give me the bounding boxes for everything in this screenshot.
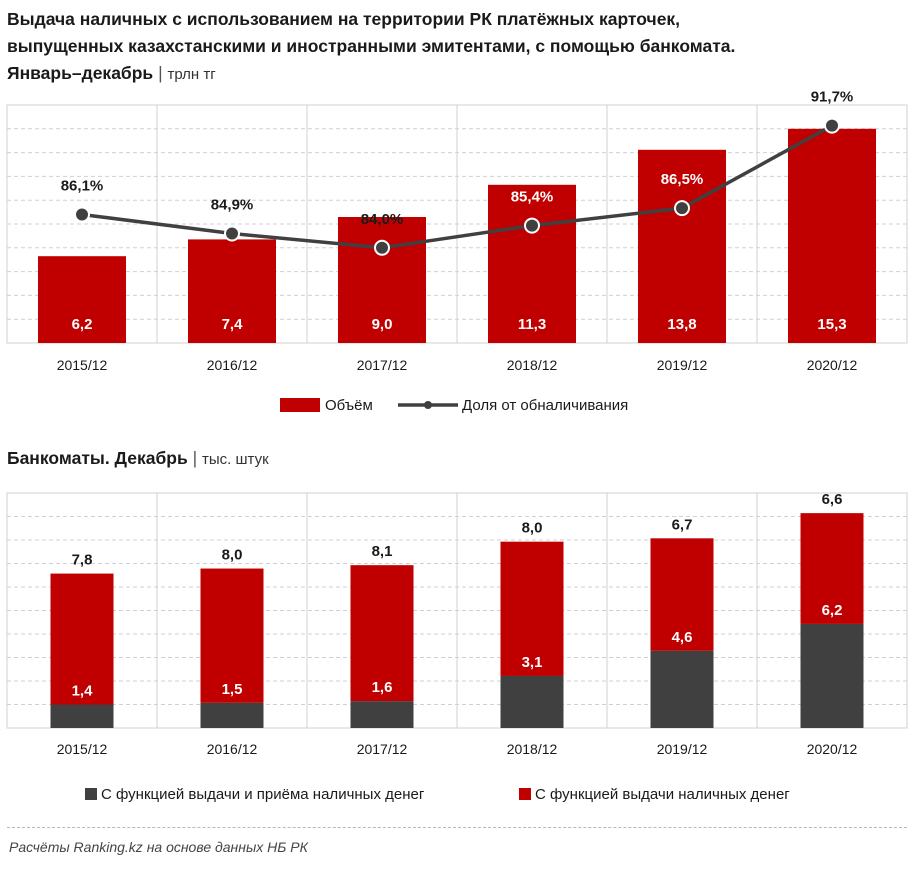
line-point [524,217,540,234]
bar-segment-withdraw [650,538,714,651]
x-tick-label: 2018/12 [507,357,558,373]
bar-volume [788,128,876,343]
legend-label-deposit: С функцией выдачи и приёма наличных дене… [101,786,425,803]
bar-segment-withdraw [800,513,864,624]
legend-label-volume: Объём [325,397,373,414]
line-value-label: 85,4% [511,189,554,206]
bar-value-label: 11,3 [518,316,546,333]
chart-title: Выдача наличных с использованием на терр… [7,6,907,88]
bar-value-label-deposit: 1,4 [72,683,94,700]
bar-value-label-withdraw: 6,7 [672,516,693,533]
x-tick-label: 2017/12 [357,741,408,757]
bar-value-label-deposit: 6,2 [822,602,843,619]
legend-swatch-deposit [85,788,97,800]
x-tick-label: 2017/12 [357,357,408,373]
x-tick-label: 2015/12 [57,741,108,757]
x-tick-label: 2018/12 [507,741,558,757]
bar-value-label: 9,0 [372,316,393,333]
title-period: Январь–декабрь [7,63,154,83]
bar-value-label: 13,8 [667,316,696,333]
bar-value-label-withdraw: 8,1 [372,543,393,560]
title-line-2: выпущенных казахстанскими и иностранными… [7,36,736,56]
bar-segment-deposit [500,675,564,728]
bar-value-label-deposit: 1,6 [372,679,393,696]
bar-segment-withdraw [200,568,264,703]
bar-segment-deposit [350,701,414,728]
legend-marker-share [424,401,432,409]
line-value-label: 86,1% [61,177,104,194]
bar-segment-withdraw [50,573,114,705]
title-separator: | [158,63,163,83]
bar-segment-deposit [50,704,114,728]
legend-swatch-withdraw [519,788,531,800]
line-point [674,200,690,217]
bar-value-label: 15,3 [817,316,846,333]
bar-volume [338,217,426,343]
cash-withdrawal-chart: 6,2 2015/12 7,4 2016/12 9,0 2017/12 11,3 2018/1… [6,89,908,414]
bar-segment-withdraw [350,565,414,702]
bar-value-label: 7,4 [222,316,244,333]
line-point [224,225,240,242]
bar-value-label-deposit: 4,6 [672,629,693,646]
subtitle: Банкоматы. Декабрь | тыс. штук [7,446,269,472]
bar-volume [38,256,126,343]
subtitle-unit: тыс. штук [202,451,269,468]
x-tick-label: 2019/12 [657,357,708,373]
legend-label-withdraw: С функцией выдачи наличных денег [535,786,790,803]
subtitle-separator: | [192,448,198,468]
bar-value-label-deposit: 3,1 [522,654,543,671]
title-line-1: Выдача наличных с использованием на терр… [7,9,681,29]
line-point [374,239,390,256]
subtitle-text: Банкоматы. Декабрь [7,448,188,468]
bar-value-label-deposit: 1,5 [222,681,243,698]
bar-volume [488,184,576,343]
x-tick-label: 2015/12 [57,357,108,373]
x-tick-label: 2019/12 [657,741,708,757]
x-tick-label: 2016/12 [207,357,258,373]
footer-divider [7,827,907,828]
bar-segment-deposit [650,650,714,728]
legend-label-share: Доля от обналичивания [462,397,628,414]
source-note: Расчёты Ranking.kz на основе данных НБ Р… [9,839,308,855]
bar-volume [638,149,726,343]
line-value-label: 91,7% [811,89,854,106]
bar-volume [188,239,276,343]
legend-swatch-volume [280,398,320,412]
bar-value-label-withdraw: 8,0 [222,547,243,564]
bar-segment-deposit [200,702,264,728]
bar-segment-withdraw [500,541,564,676]
title-line-3: Январь–декабрь | трлн тг [7,60,907,88]
line-value-label: 84,0% [361,211,404,228]
line-value-label: 84,9% [211,197,254,214]
bar-value-label: 6,2 [72,316,93,333]
line-share [81,124,833,250]
bar-value-label-withdraw: 6,6 [822,491,843,508]
bar-value-label-withdraw: 7,8 [72,552,93,569]
x-tick-label: 2016/12 [207,741,258,757]
line-value-label: 86,5% [661,171,704,188]
atm-count-chart: 1,4 7,8 2015/12 1,5 8,0 2016/12 1,6 8,1 2017/12 3… [6,491,908,803]
x-tick-label: 2020/12 [807,357,858,373]
bar-segment-deposit [800,623,864,728]
bar-value-label-withdraw: 8,0 [522,520,543,537]
x-tick-label: 2020/12 [807,741,858,757]
line-point [824,117,840,134]
line-point [74,206,90,223]
title-unit: трлн тг [167,66,216,83]
